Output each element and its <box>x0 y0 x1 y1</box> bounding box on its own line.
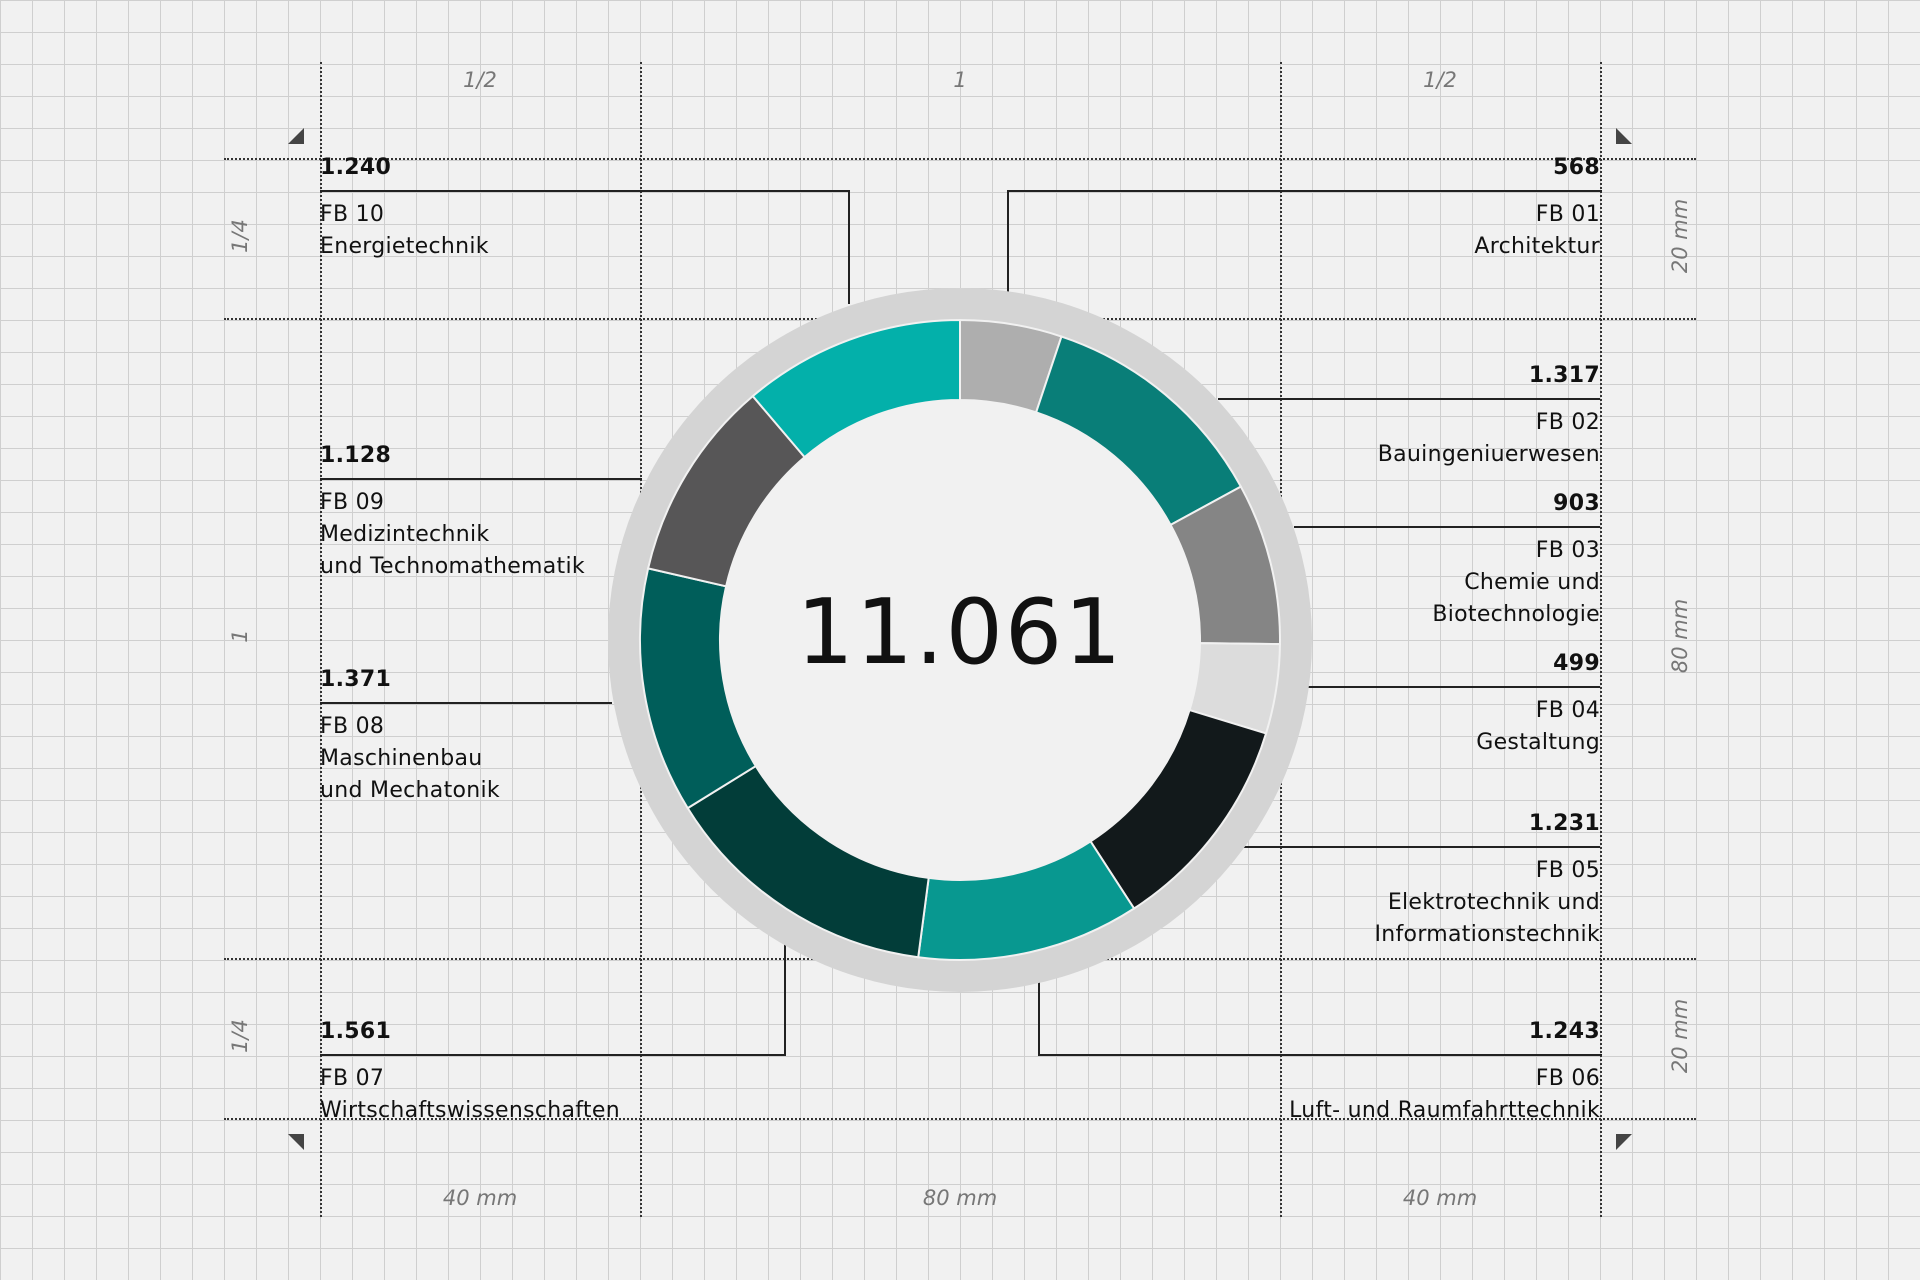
dim-bottom-right: 40 mm <box>1402 1186 1478 1210</box>
label-fb10-code: FB 10 <box>320 202 385 227</box>
leader-fb07 <box>320 940 786 1056</box>
label-fb06-name: Luft- und Raumfahrttechnik <box>1289 1098 1600 1123</box>
label-fb02: 1.317 FB 02 Bauingeniuerwesen <box>1200 360 1600 471</box>
label-fb04: 499 FB 04 Gestaltung <box>1200 648 1600 759</box>
total-value: 11.061 <box>796 580 1124 685</box>
label-fb07-value: 1.561 <box>320 1019 392 1044</box>
dim-top-center: 1 <box>953 68 967 92</box>
leader-fb10 <box>320 190 850 304</box>
label-fb07: 1.561 FB 07 Wirtschaftswissenschaften <box>320 1016 720 1127</box>
label-fb03: 903 FB 03 Chemie und Biotechnologie <box>1200 488 1600 631</box>
label-fb04-code: FB 04 <box>1535 698 1600 723</box>
label-fb03-value: 903 <box>1553 491 1600 516</box>
label-fb06-code: FB 06 <box>1535 1066 1600 1091</box>
label-fb09-name-1: Medizintechnik <box>320 522 490 547</box>
label-fb05-code: FB 05 <box>1535 858 1600 883</box>
label-fb06: 1.243 FB 06 Luft- und Raumfahrttechnik <box>1200 1016 1600 1127</box>
leader-fb02 <box>1218 398 1600 400</box>
label-fb04-value: 499 <box>1553 651 1600 676</box>
corner-marker-top-right <box>1616 128 1632 144</box>
label-fb03-name-2: Biotechnologie <box>1432 602 1600 627</box>
label-fb09-value: 1.128 <box>320 443 392 468</box>
label-fb01-value: 568 <box>1553 155 1600 180</box>
label-fb08-name-1: Maschinenbau <box>320 746 483 771</box>
label-fb05-name-2: Informationstechnik <box>1374 922 1600 947</box>
label-fb01: 568 FB 01 Architektur <box>1200 152 1600 263</box>
label-fb08-name-2: und Mechatonik <box>320 778 500 803</box>
label-fb07-name: Wirtschaftswissenschaften <box>320 1098 620 1123</box>
label-fb10-name: Energietechnik <box>320 234 489 259</box>
corner-marker-bottom-right <box>1616 1134 1632 1150</box>
leader-fb04 <box>1308 686 1600 688</box>
label-fb05-value: 1.231 <box>1528 811 1600 836</box>
guide-vertical-4 <box>1600 62 1602 1217</box>
label-fb08: 1.371 FB 08 Maschinenbau und Mechatonik <box>320 664 720 807</box>
label-fb02-name: Bauingeniuerwesen <box>1377 442 1600 467</box>
dim-top-right: 1/2 <box>1423 68 1457 92</box>
corner-marker-bottom-left <box>288 1134 304 1150</box>
guide-horizontal-1 <box>224 158 1696 160</box>
dim-bottom-center: 80 mm <box>922 1186 998 1210</box>
label-fb04-name: Gestaltung <box>1476 730 1600 755</box>
label-fb03-name-1: Chemie und <box>1464 570 1600 595</box>
corner-marker-top-left <box>288 128 304 144</box>
leader-fb05 <box>1240 846 1600 848</box>
label-fb05: 1.231 FB 05 Elektrotechnik und Informati… <box>1200 808 1600 951</box>
leader-fb06 <box>1038 980 1602 1056</box>
label-fb10-value: 1.240 <box>320 155 392 180</box>
label-fb07-code: FB 07 <box>320 1066 385 1091</box>
label-fb06-value: 1.243 <box>1528 1019 1600 1044</box>
donut-segment-fb10 <box>751 318 961 459</box>
label-fb01-name: Architektur <box>1474 234 1600 259</box>
donut-center-disc <box>720 400 1200 880</box>
leader-fb03 <box>1294 526 1600 528</box>
label-fb08-code: FB 08 <box>320 714 385 739</box>
label-fb09-code: FB 09 <box>320 490 385 515</box>
label-fb05-name-1: Elektrotechnik und <box>1387 890 1600 915</box>
label-fb03-code: FB 03 <box>1535 538 1600 563</box>
leader-fb01 <box>1007 190 1602 292</box>
guide-vertical-1 <box>320 62 322 1217</box>
label-fb02-value: 1.317 <box>1528 363 1600 388</box>
label-fb09: 1.128 FB 09 Medizintechnik und Technomat… <box>320 440 720 583</box>
leader-fb08 <box>320 702 612 704</box>
dim-top-left: 1/2 <box>463 68 497 92</box>
leader-fb09 <box>320 478 642 480</box>
label-fb02-code: FB 02 <box>1535 410 1600 435</box>
label-fb09-name-2: und Technomathematik <box>320 554 585 579</box>
guide-horizontal-4 <box>224 1118 1696 1120</box>
label-fb10: 1.240 FB 10 Energietechnik <box>320 152 720 263</box>
label-fb01-code: FB 01 <box>1535 202 1600 227</box>
dim-bottom-left: 40 mm <box>442 1186 518 1210</box>
label-fb08-value: 1.371 <box>320 667 392 692</box>
